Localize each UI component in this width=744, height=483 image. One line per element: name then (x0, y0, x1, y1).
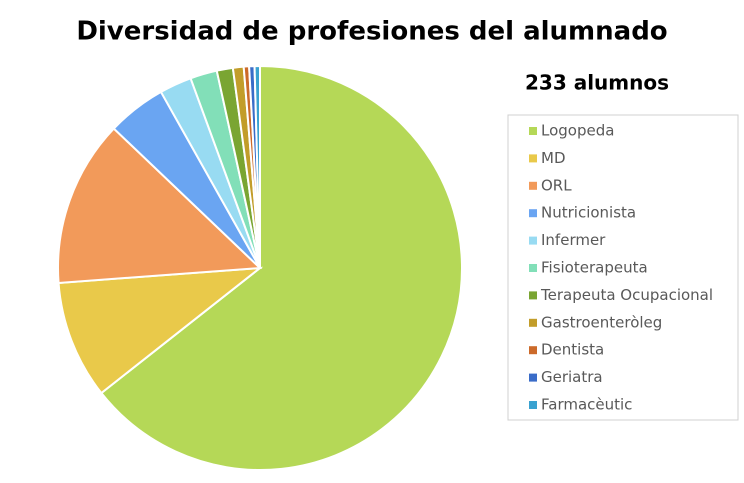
legend-swatch (529, 264, 537, 272)
legend-label: Terapeuta Ocupacional (540, 286, 713, 304)
legend-label: Dentista (541, 341, 604, 359)
legend-label: MD (541, 149, 566, 167)
legend-label: Fisioterapeuta (541, 259, 648, 277)
legend-label: Geriatra (541, 368, 603, 386)
legend-swatch (529, 373, 537, 382)
legend-swatch (529, 401, 537, 409)
legend-swatch (529, 346, 537, 355)
pie-slice (57, 266, 264, 395)
chart-title: Diversidad de profesiones del alumnado (76, 17, 667, 47)
legend-swatch (529, 154, 537, 163)
legend-label: Nutricionista (541, 204, 636, 222)
legend-swatch (529, 127, 537, 135)
legend-swatch (529, 318, 537, 327)
legend-box (507, 114, 739, 421)
pie-slice (99, 64, 463, 471)
legend-swatch (529, 209, 537, 218)
legend-label: Infermer (541, 231, 606, 249)
legend-label: Farmacèutic (541, 396, 632, 414)
chart-subtitle: 233 alumnos (525, 71, 669, 95)
legend-label: ORL (541, 176, 572, 194)
legend-swatch (529, 181, 537, 190)
legend-label: Gastroenteròleg (541, 313, 662, 331)
legend-swatch (529, 291, 537, 300)
pie-slice (253, 64, 261, 269)
legend-swatch (529, 236, 537, 245)
legend-label: Logopeda (541, 122, 614, 140)
pie-slice (57, 127, 263, 285)
